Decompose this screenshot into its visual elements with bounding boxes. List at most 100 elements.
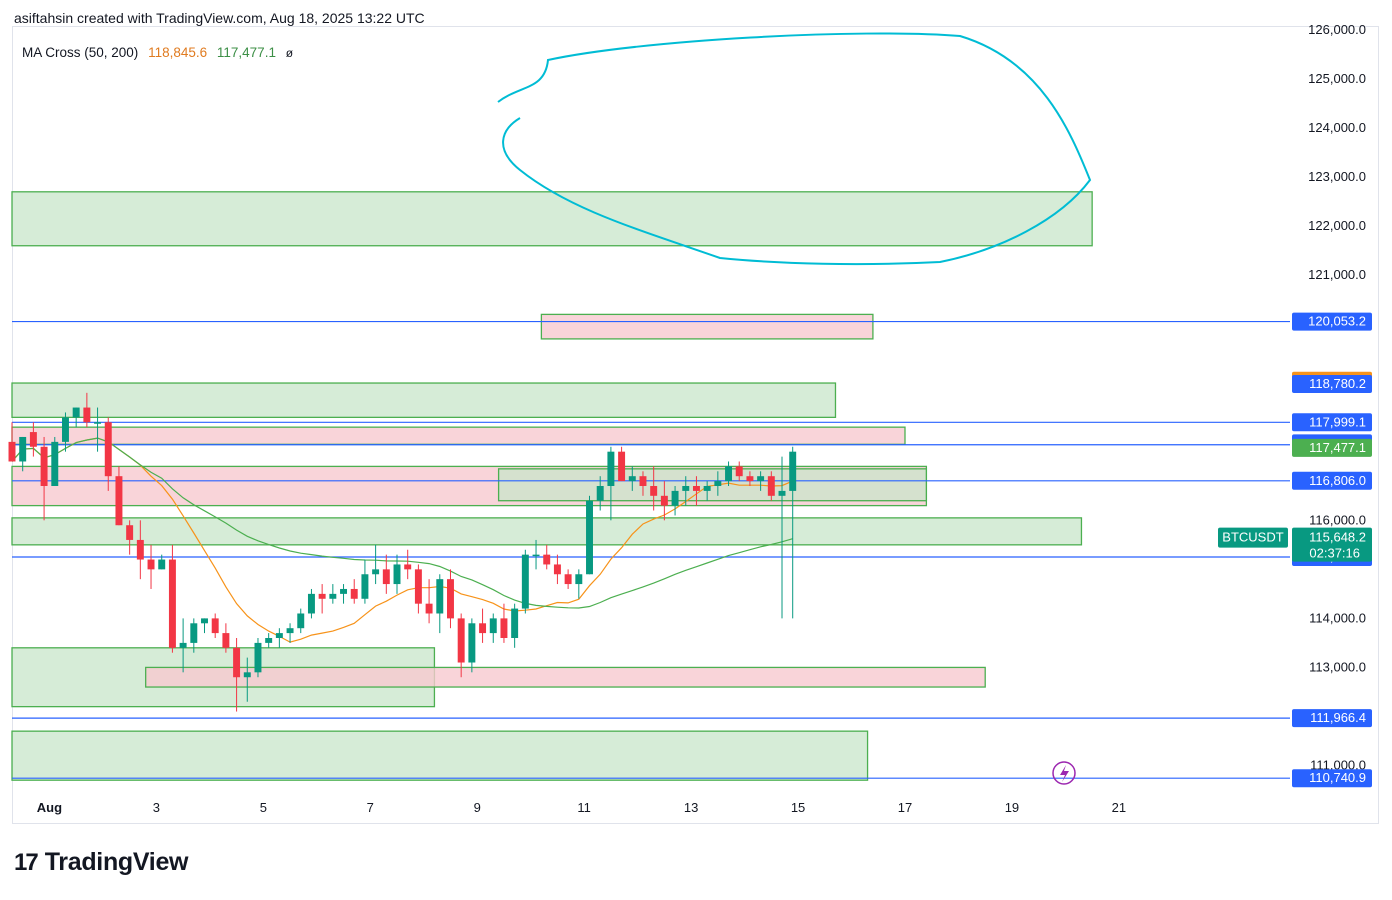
candle-body [564,574,572,585]
price-label-text: 116,806.0 [1309,473,1366,488]
candle-body [286,628,294,634]
candle-body [735,466,743,477]
lightning-icon [1052,761,1076,785]
ma-fast-line [11,437,793,643]
candle-body [275,633,283,638]
candle-body [382,569,390,585]
indicator-name: MA Cross (50, 200) [22,45,139,60]
candle-body [211,618,219,634]
tradingview-logo: 17 TradingView [14,848,189,877]
support-zone [11,382,837,419]
candle-body [83,407,91,423]
price-axis-tick: 121,000.0 [1308,267,1366,282]
price-label-text: 117,999.1 [1309,414,1366,429]
candle-body [40,446,48,486]
candle-body [618,451,626,482]
candle-body [329,593,337,599]
price-label-box [1292,471,1372,490]
candle-body [489,618,497,634]
candle-body [425,603,433,614]
candle-body [682,486,690,491]
candle-body [628,476,636,482]
candle-body [660,495,668,506]
candle-body [233,647,241,678]
symbol-tag [1218,527,1288,548]
candle-body [746,476,754,482]
symbol-tag-text: BTCUSDT [1222,530,1283,545]
price-label-box [1292,709,1372,728]
candle-body [714,481,722,486]
tv-logo-icon: 17 [14,848,39,876]
support-zone [11,517,1083,546]
candle-body [457,618,465,663]
resistance-zone [145,666,986,688]
time-axis-tick: 21 [1112,800,1126,815]
candle-body [350,588,358,599]
price-axis-tick: 116,000.0 [1309,512,1366,527]
candle-body [703,486,711,491]
support-zone [497,468,928,502]
candle-body [586,500,593,575]
candle-body [340,588,348,594]
price-label-text: 110,740.9 [1309,770,1366,785]
time-axis-tick: 7 [367,800,374,815]
candle-body [725,466,733,482]
candle-body [126,525,134,540]
brand-name: TradingView [44,848,189,876]
candle-body [404,564,412,570]
price-label-box [1292,438,1372,457]
candle-body [158,559,166,570]
price-label-text: 120,053.2 [1308,314,1366,329]
candle-body [115,476,123,526]
candle-body [307,593,315,614]
time-axis-tick: Aug [37,800,62,815]
candle-body [51,441,59,486]
candle-body [532,554,540,557]
time-axis-tick: 17 [898,800,912,815]
candle-body [72,407,80,418]
candle-body [479,623,487,634]
indicator-legend[interactable]: MA Cross (50, 200) 118,845.6 117,477.1 ø [22,45,299,60]
candle-body [19,436,27,462]
candle-body [757,476,765,482]
price-label-box [1292,769,1372,788]
candle-body [543,554,551,565]
ma-fast-value: 118,845.6 [148,45,208,60]
price-label-box [1292,312,1372,331]
candle-body [372,569,380,575]
price-label-box [1292,413,1372,432]
price-axis-tick: 111,000.0 [1310,757,1366,772]
candle-body [8,441,16,462]
candle-body [607,451,615,486]
candle-body [553,564,561,575]
price-axis-tick: 126,000.0 [1308,22,1366,37]
candle-body [104,422,112,477]
candle-body [511,608,519,638]
attribution-text: asiftahsin created with TradingView.com,… [14,10,425,26]
price-axis-tick: 114,000.0 [1309,610,1366,625]
candle-body [436,579,444,614]
price-label-text: 117,477.1 [1309,440,1366,455]
price-label-text: 111,966.4 [1310,710,1366,725]
support-zone [11,191,1093,247]
time-axis-tick: 13 [684,800,698,815]
candle-body [447,579,454,619]
visibility-icon[interactable]: ø [285,46,294,60]
candle-body [789,451,797,491]
candle-body [468,623,476,663]
candle-body [692,486,700,491]
resistance-zone [11,426,906,445]
candle-body [521,554,529,609]
ma-slow-value: 117,477.1 [216,45,276,60]
candle-body [650,486,658,496]
candle-body [61,417,69,442]
lightning-bolt-icon [1060,765,1069,782]
current-price-text: 115,648.2 [1309,530,1366,545]
support-zone [11,730,869,781]
candle-body [500,618,508,638]
candle-body [190,623,198,643]
candle-body [393,564,401,585]
resistance-zone [540,313,874,340]
candle-body [361,574,369,599]
